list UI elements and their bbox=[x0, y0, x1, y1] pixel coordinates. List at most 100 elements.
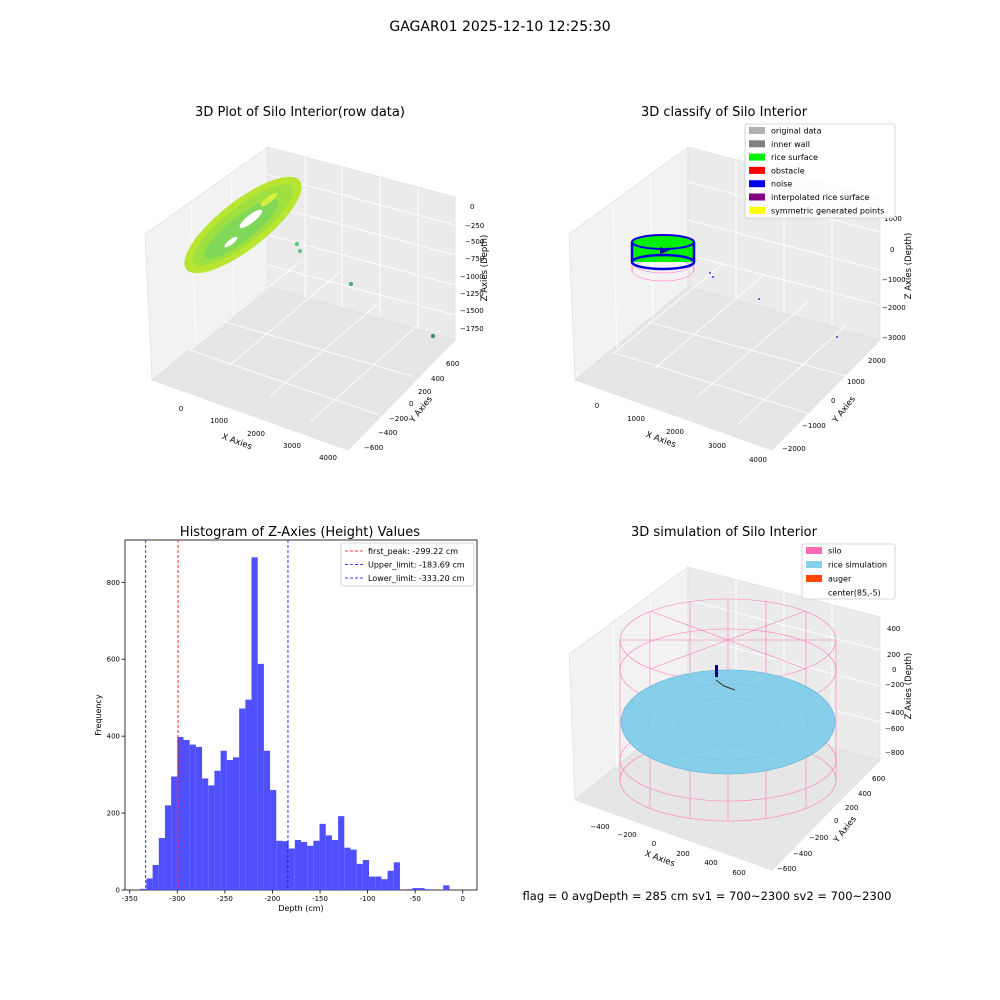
histogram-bar bbox=[288, 848, 295, 890]
legend-swatch bbox=[806, 561, 822, 568]
histogram-legend-label: Lower_limit: -333.20 cm bbox=[368, 574, 465, 583]
histogram-bar bbox=[325, 835, 332, 890]
classify-legend: original data inner wall rice surface obsta… bbox=[744, 123, 896, 219]
histogram-bar bbox=[356, 863, 363, 890]
svg-text:0: 0 bbox=[890, 246, 894, 254]
svg-text:−600: −600 bbox=[777, 865, 796, 873]
histogram-reference-lines bbox=[145, 540, 289, 890]
simulation-legend: silo rice simulation auger center(85,-5) bbox=[801, 543, 896, 600]
histogram-bar bbox=[232, 757, 240, 890]
svg-text:600: 600 bbox=[732, 869, 745, 877]
histogram-xtick-label: -300 bbox=[169, 895, 185, 903]
histogram-bar bbox=[251, 557, 258, 890]
panel-raw-3d: 3D Plot of Silo Interior(row data) bbox=[144, 105, 490, 462]
histogram-bar bbox=[412, 888, 419, 890]
histogram-bar bbox=[307, 845, 314, 890]
legend-swatch bbox=[749, 166, 765, 174]
svg-text:0: 0 bbox=[595, 402, 599, 410]
svg-text:0: 0 bbox=[652, 840, 656, 848]
legend-swatch bbox=[806, 575, 822, 582]
legend-label: silo bbox=[828, 547, 842, 556]
histogram-bar bbox=[369, 876, 376, 890]
histogram-xtick-label: -250 bbox=[217, 895, 233, 903]
histogram-xticks: -350 -300 -250 -200 -150 -100 -50 0 bbox=[122, 890, 465, 903]
histogram-bar bbox=[294, 840, 301, 890]
svg-text:−750: −750 bbox=[465, 255, 484, 263]
histogram-bar bbox=[226, 760, 233, 890]
histogram-bar bbox=[418, 888, 425, 890]
histogram-yticks: 0 200 400 600 800 bbox=[107, 579, 125, 895]
histogram-ytick-label: 400 bbox=[107, 733, 120, 741]
histogram-bars bbox=[140, 557, 450, 890]
svg-text:−1500: −1500 bbox=[460, 307, 484, 315]
legend-label: noise bbox=[771, 180, 792, 189]
legend-label: center(85,-5) bbox=[828, 589, 881, 598]
histogram-bar bbox=[313, 840, 320, 890]
svg-text:200: 200 bbox=[845, 804, 858, 812]
histogram-bar bbox=[282, 841, 289, 890]
svg-text:X Axies: X Axies bbox=[643, 849, 676, 869]
svg-text:2000: 2000 bbox=[247, 430, 265, 438]
histogram-bar bbox=[443, 885, 450, 890]
svg-text:−200: −200 bbox=[885, 681, 904, 689]
histogram-bar bbox=[344, 847, 351, 890]
simulation-auger bbox=[715, 665, 718, 677]
histogram-bar bbox=[164, 805, 172, 890]
svg-text:2000: 2000 bbox=[868, 357, 886, 365]
histogram-bar bbox=[257, 663, 264, 890]
svg-text:−1250: −1250 bbox=[460, 290, 484, 298]
svg-text:Y Axies: Y Axies bbox=[407, 394, 435, 426]
histogram-ytick-label: 600 bbox=[107, 656, 120, 664]
histogram-bar bbox=[387, 870, 394, 890]
svg-text:Z Axies (Depth): Z Axies (Depth) bbox=[904, 233, 914, 300]
legend-swatch bbox=[749, 127, 765, 134]
histogram-bar bbox=[301, 841, 308, 890]
histogram-bar bbox=[146, 878, 153, 890]
legend-label: rice simulation bbox=[828, 561, 887, 570]
svg-text:−2000: −2000 bbox=[782, 445, 806, 453]
svg-text:400: 400 bbox=[858, 790, 871, 798]
histogram-bar bbox=[208, 785, 215, 890]
svg-text:−400: −400 bbox=[378, 429, 397, 437]
classify-silo-object bbox=[630, 234, 696, 282]
histogram-legend-label: Upper_limit: -183.69 cm bbox=[368, 561, 465, 570]
histogram-bar bbox=[424, 889, 431, 890]
figure-suptitle: GAGAR01 2025-12-10 12:25:30 bbox=[389, 19, 610, 35]
raw-title: 3D Plot of Silo Interior(row data) bbox=[195, 105, 405, 120]
svg-text:4000: 4000 bbox=[749, 456, 767, 464]
svg-text:−800: −800 bbox=[885, 749, 904, 757]
histogram-legend: first_peak: -299.22 cm Upper_limit: -183.… bbox=[340, 542, 475, 587]
svg-text:−1000: −1000 bbox=[882, 276, 906, 284]
histogram-xtick-label: -100 bbox=[360, 895, 376, 903]
svg-text:400: 400 bbox=[431, 375, 444, 383]
simulation-title: 3D simulation of Silo Interior bbox=[631, 525, 818, 540]
histogram-bar bbox=[270, 790, 277, 890]
histogram-ytick-label: 200 bbox=[107, 810, 120, 818]
svg-text:200: 200 bbox=[676, 850, 689, 858]
svg-text:−1750: −1750 bbox=[460, 325, 484, 333]
legend-label: symmetric generated points bbox=[771, 206, 884, 215]
histogram-bar bbox=[245, 699, 252, 890]
legend-swatch bbox=[749, 206, 765, 214]
histogram-bar bbox=[406, 889, 413, 890]
svg-text:0: 0 bbox=[409, 400, 413, 408]
histogram-bar bbox=[319, 823, 326, 890]
legend-label: obstacle bbox=[771, 166, 805, 175]
svg-text:3000: 3000 bbox=[708, 442, 726, 450]
histogram-bar bbox=[362, 860, 370, 890]
svg-text:400: 400 bbox=[887, 625, 900, 633]
svg-text:−1000: −1000 bbox=[460, 273, 484, 281]
svg-text:−2000: −2000 bbox=[882, 304, 906, 312]
histogram-xtick-label: 0 bbox=[460, 895, 464, 903]
histogram-bar bbox=[338, 816, 345, 890]
histogram-xtick-label: -200 bbox=[265, 895, 281, 903]
histogram-bar bbox=[375, 876, 382, 890]
svg-text:4000: 4000 bbox=[319, 454, 337, 462]
histogram-bar bbox=[183, 740, 190, 890]
svg-text:200: 200 bbox=[887, 651, 900, 659]
histogram-xlabel: Depth (cm) bbox=[278, 904, 323, 913]
svg-text:−1000: −1000 bbox=[802, 422, 826, 430]
svg-text:400: 400 bbox=[704, 859, 717, 867]
svg-text:1000: 1000 bbox=[884, 215, 902, 223]
